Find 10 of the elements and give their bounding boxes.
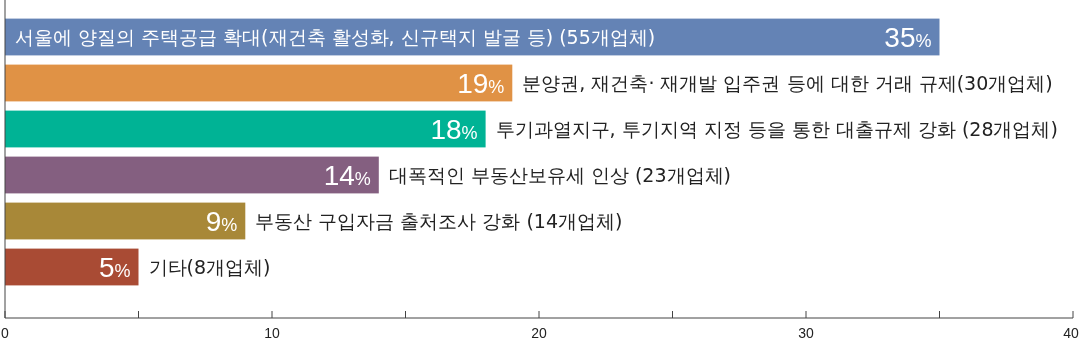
bar [5, 248, 139, 286]
bar [5, 202, 246, 240]
bar [5, 110, 486, 148]
bar [5, 156, 379, 194]
x-tick-label: 30 [798, 325, 814, 341]
x-tick-label: 40 [1063, 325, 1079, 341]
x-tick-label: 20 [531, 325, 547, 341]
x-tick-label: 10 [264, 325, 280, 341]
x-tick-label: 0 [1, 325, 10, 341]
bar [5, 64, 513, 102]
